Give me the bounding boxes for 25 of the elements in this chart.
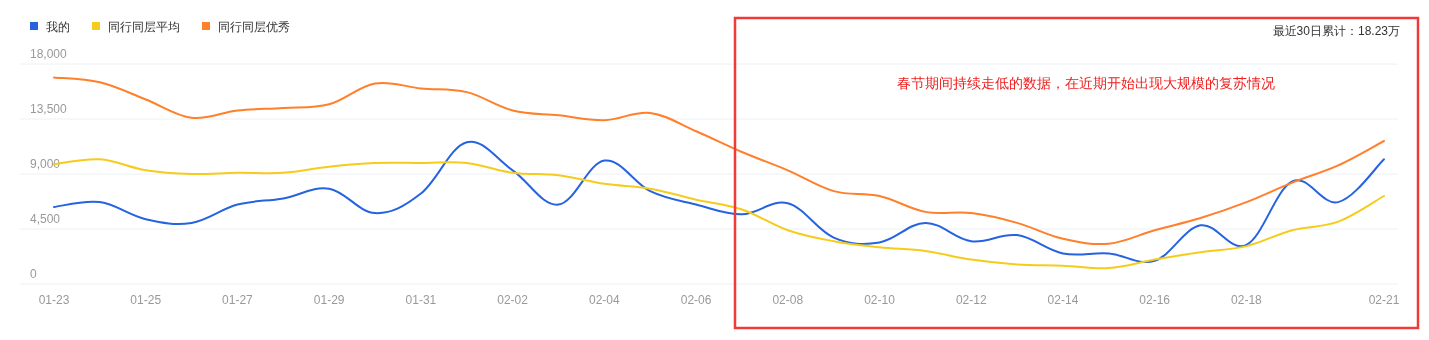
legend-label: 同行同层平均 <box>108 20 180 34</box>
x-tick-label: 02-10 <box>864 293 896 307</box>
legend-label: 我的 <box>46 20 70 34</box>
x-tick-label: 02-21 <box>1368 293 1400 307</box>
x-tick-label: 02-12 <box>955 293 987 307</box>
x-tick-label: 01-31 <box>405 293 437 307</box>
y-tick-label: 18,000 <box>30 47 68 61</box>
x-tick-label: 02-08 <box>772 293 804 307</box>
x-tick-label: 01-27 <box>222 293 254 307</box>
y-tick-label: 9,000 <box>30 157 61 171</box>
legend-label: 同行同层优秀 <box>218 20 290 34</box>
y-tick-label: 0 <box>30 267 37 281</box>
x-tick-label: 02-16 <box>1139 293 1171 307</box>
y-tick-label: 13,500 <box>30 102 68 116</box>
x-tick-label: 01-23 <box>38 293 70 307</box>
x-tick-label: 02-14 <box>1047 293 1079 307</box>
x-tick-label: 02-06 <box>680 293 712 307</box>
x-tick-label: 01-25 <box>130 293 162 307</box>
x-tick-label: 01-29 <box>313 293 345 307</box>
x-tick-label: 02-04 <box>588 293 621 307</box>
annotation: 春节期间持续走低的数据，在近期开始出现大规模的复苏情况 <box>897 75 1275 91</box>
x-tick-label: 02-02 <box>497 293 529 307</box>
y-tick-label: 4,500 <box>30 212 61 226</box>
text: 最近30日累计：18.23万 <box>1272 24 1400 38</box>
x-tick-label: 02-18 <box>1231 293 1263 307</box>
